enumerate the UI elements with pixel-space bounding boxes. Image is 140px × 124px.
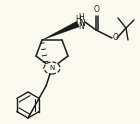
Text: O: O bbox=[113, 33, 119, 43]
Text: N: N bbox=[49, 65, 55, 71]
Text: H: H bbox=[75, 15, 81, 24]
Polygon shape bbox=[42, 21, 79, 40]
Text: H
N: H N bbox=[78, 13, 84, 31]
Text: O: O bbox=[94, 5, 100, 14]
Text: N: N bbox=[79, 18, 85, 28]
Ellipse shape bbox=[44, 62, 60, 74]
